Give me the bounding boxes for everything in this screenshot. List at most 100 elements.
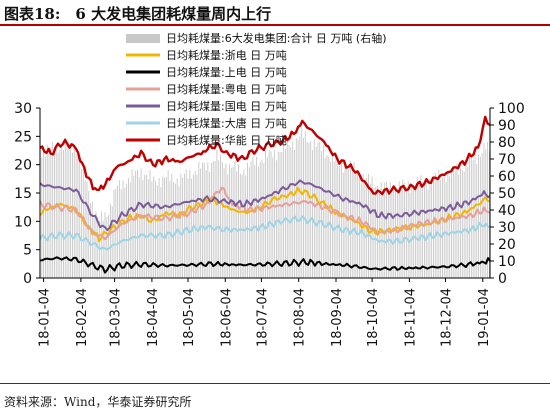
bar <box>207 162 209 278</box>
bar <box>418 184 420 278</box>
bar <box>409 192 411 278</box>
bar <box>346 168 348 278</box>
bar <box>342 172 344 278</box>
bar <box>461 169 463 278</box>
bar <box>429 178 431 278</box>
bar <box>50 146 52 278</box>
x-tick-label: 18-09-04 <box>330 288 345 347</box>
bar <box>257 166 259 278</box>
bar <box>442 177 443 278</box>
bar <box>369 183 371 278</box>
line-series <box>39 115 491 274</box>
bar <box>286 140 288 278</box>
bar <box>431 183 433 278</box>
bar <box>420 175 422 278</box>
bar <box>476 164 478 278</box>
bar <box>91 201 93 278</box>
bar <box>348 169 350 278</box>
bar <box>135 170 137 278</box>
bar <box>283 141 285 278</box>
bar <box>79 158 81 278</box>
chart-title: 图表18: 6 大发电集团耗煤量周内上行 <box>4 5 272 23</box>
bar <box>254 165 256 278</box>
bar <box>281 152 283 278</box>
bar <box>44 156 46 278</box>
bar <box>261 159 263 278</box>
bar <box>422 182 424 278</box>
bar <box>142 179 144 278</box>
bar <box>156 185 158 278</box>
x-tick-label: 18-02-04 <box>75 288 90 347</box>
bar <box>109 203 111 278</box>
bar <box>460 168 461 278</box>
bar <box>138 177 140 278</box>
bar <box>443 176 445 278</box>
bar <box>315 146 317 278</box>
bar <box>328 156 330 278</box>
x-tick-label: 18-03-04 <box>109 288 124 347</box>
bar <box>384 182 386 278</box>
bar <box>182 177 184 278</box>
bar <box>407 181 409 278</box>
bar <box>239 173 241 278</box>
bar <box>144 174 146 278</box>
bar <box>75 154 77 278</box>
bar <box>414 186 416 278</box>
bar <box>488 151 490 278</box>
x-tick-label: 18-06-04 <box>219 288 234 347</box>
series-line <box>39 115 491 196</box>
bar <box>180 173 182 278</box>
bar <box>236 171 238 278</box>
bar <box>73 144 75 278</box>
bar <box>155 180 156 278</box>
series-line <box>39 256 491 274</box>
legend-label: 日均耗煤量:大唐 日 万吨 <box>166 116 287 130</box>
bar <box>331 152 333 278</box>
bar <box>400 188 402 278</box>
bar <box>322 145 324 278</box>
bar <box>248 166 250 278</box>
bar <box>171 173 173 278</box>
x-tick-label: 18-05-04 <box>182 288 197 347</box>
bar <box>93 215 95 278</box>
legend-swatch <box>126 34 160 43</box>
bar <box>463 171 465 278</box>
bar <box>436 179 438 278</box>
bar <box>472 160 474 278</box>
bar <box>165 177 167 278</box>
bar <box>266 157 268 278</box>
bar <box>324 157 326 278</box>
bar <box>106 217 108 278</box>
bar <box>355 169 357 278</box>
bar <box>174 183 176 278</box>
left-tick-label: 25 <box>14 129 32 145</box>
bar <box>288 145 290 278</box>
right-tick-label: 10 <box>498 254 516 270</box>
bar <box>234 161 236 278</box>
bar <box>301 128 303 278</box>
bar <box>158 178 160 278</box>
bar <box>456 163 458 278</box>
bar <box>423 183 425 278</box>
source-note: 资料来源：Wind，华泰证券研究所 <box>4 395 192 409</box>
left-tick-label: 0 <box>23 271 32 287</box>
bar-series <box>39 128 490 278</box>
bar <box>310 141 312 278</box>
bar <box>487 141 489 278</box>
bar <box>373 187 375 278</box>
bar <box>340 160 342 278</box>
bar <box>126 183 128 278</box>
bar <box>326 155 328 278</box>
bar <box>404 182 406 278</box>
bar <box>247 162 249 278</box>
bar <box>479 156 481 278</box>
bar <box>425 180 427 278</box>
bar <box>133 175 135 278</box>
bar <box>413 187 415 278</box>
bar <box>221 162 223 278</box>
bar <box>292 141 294 278</box>
bar <box>146 174 147 278</box>
bar <box>48 147 50 278</box>
bar <box>303 138 304 278</box>
bar <box>306 141 308 278</box>
